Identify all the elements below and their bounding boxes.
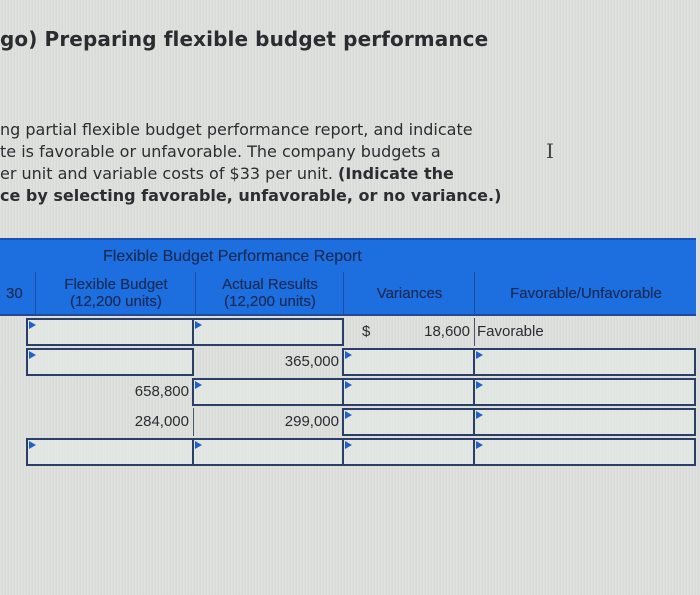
column-header-variances: Variances (343, 272, 475, 314)
variance-input[interactable] (342, 438, 475, 466)
table-row: 658,800 (0, 378, 696, 408)
table-row (0, 438, 696, 468)
favorable-unfavorable-select[interactable] (473, 348, 696, 376)
instruction-line-2: te is favorable or unfavorable. The comp… (0, 142, 441, 161)
column-header-actual-results-line1: Actual Results (222, 276, 318, 293)
flexible-budget-value: 284,000 (26, 408, 194, 436)
actual-results-input[interactable] (192, 378, 344, 406)
favorable-unfavorable-select[interactable] (473, 378, 696, 406)
variance-amount: 18,600 (424, 323, 470, 340)
report-title: Flexible Budget Performance Report (103, 248, 362, 265)
actual-results-value: 299,000 (192, 408, 344, 436)
flexible-budget-value: 658,800 (26, 378, 194, 406)
flexible-budget-input[interactable] (26, 318, 194, 346)
row-number-label: 30 (6, 284, 23, 302)
variance-input[interactable] (342, 408, 475, 436)
table-row: 365,000 (0, 348, 696, 378)
table-row: 284,000 299,000 (0, 408, 696, 438)
favorable-unfavorable-select[interactable] (473, 408, 696, 436)
flexible-budget-input[interactable] (26, 348, 194, 376)
column-header-flexible-budget: Flexible Budget (12,200 units) (35, 272, 196, 314)
actual-results-input[interactable] (192, 438, 344, 466)
flexible-budget-report-table: Flexible Budget Performance Report 30 Fl… (0, 238, 696, 468)
column-header-flexible-budget-line1: Flexible Budget (64, 276, 168, 293)
instructions: ng partial flexible budget performance r… (0, 119, 520, 207)
column-header-actual-results-line2: (12,200 units) (224, 293, 316, 310)
instruction-line-3-bold: (Indicate the (338, 164, 454, 183)
instruction-line-4: ce by selecting favorable, unfavorable, … (0, 185, 520, 207)
instruction-line-3-text: er unit and variable costs of $33 per un… (0, 164, 338, 183)
currency-symbol: $ (362, 323, 371, 340)
column-header-row: 30 Flexible Budget (12,200 units) Actual … (0, 272, 696, 316)
instruction-line-1: ng partial flexible budget performance r… (0, 120, 473, 139)
column-header-actual-results: Actual Results (12,200 units) (195, 272, 344, 314)
actual-results-value: 365,000 (192, 348, 344, 376)
instruction-line-4-bold: ce by selecting favorable, unfavorable, … (0, 186, 502, 205)
actual-results-input[interactable] (192, 318, 344, 346)
flexible-budget-input[interactable] (26, 438, 194, 466)
instruction-line-3: er unit and variable costs of $33 per un… (0, 163, 520, 185)
favorable-unfavorable-select[interactable] (473, 438, 696, 466)
variance-value: $ 18,600 (342, 318, 475, 346)
table-body: $ 18,600 Favorable 365,000 658,800 284,0… (0, 318, 696, 468)
column-header-flexible-budget-line2: (12,200 units) (70, 293, 162, 310)
report-title-bar: Flexible Budget Performance Report (0, 238, 696, 272)
variance-input[interactable] (342, 378, 475, 406)
table-row: $ 18,600 Favorable (0, 318, 696, 348)
text-cursor-icon: I (546, 139, 554, 163)
column-header-favorable-unfavorable: Favorable/Unfavorable (474, 272, 697, 314)
variance-input[interactable] (342, 348, 475, 376)
favorable-unfavorable-value: Favorable (477, 323, 544, 340)
page-title: go) Preparing flexible budget performanc… (0, 27, 489, 51)
